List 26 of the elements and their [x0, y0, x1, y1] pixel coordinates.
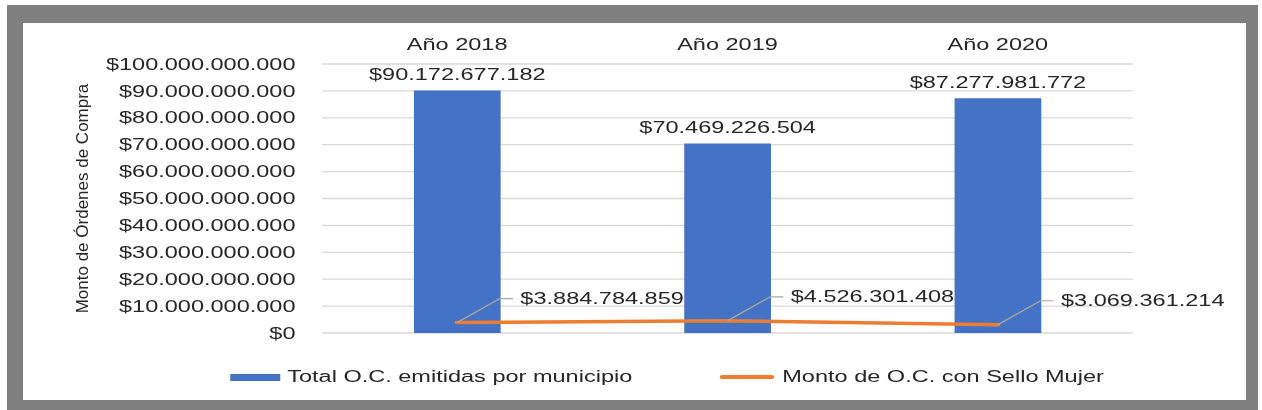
y-tick-label: $80.000.000.000: [119, 109, 296, 127]
legend-label: Total O.C. emitidas por municipio: [287, 368, 633, 386]
data-label: $3.884.784.859: [520, 289, 684, 308]
data-label: $87.277.981.772: [909, 73, 1087, 92]
y-tick-label: $60.000.000.000: [119, 162, 296, 181]
data-label: $70.469.226.504: [639, 119, 816, 137]
y-tick-label: $90.000.000.000: [119, 82, 296, 100]
y-tick-label: $0: [269, 324, 296, 342]
data-label: $90.172.677.182: [369, 66, 546, 84]
y-tick-label: $10.000.000.000: [119, 297, 296, 315]
x-tick-label: Año 2019: [677, 35, 778, 54]
bar: [413, 90, 501, 333]
y-tick-label: $40.000.000.000: [119, 216, 296, 235]
y-axis-title: Monto de Órdenes de Compra: [72, 83, 92, 314]
bar: [684, 143, 771, 333]
data-label: $4.526.301.408: [790, 288, 955, 306]
data-label: $3.069.361.214: [1061, 291, 1225, 310]
y-tick-label: $30.000.000.000: [119, 243, 296, 262]
y-tick-label: $70.000.000.000: [119, 136, 296, 154]
x-tick-label: Año 2018: [406, 35, 508, 54]
y-tick-label: $100.000.000.000: [105, 55, 296, 73]
y-tick-label: $20.000.000.000: [119, 270, 296, 289]
x-tick-label: Año 2020: [947, 35, 1049, 54]
y-tick-label: $50.000.000.000: [119, 189, 296, 208]
bar: [954, 98, 1042, 333]
legend-label: Monto de O.C. con Sello Mujer: [782, 368, 1104, 386]
